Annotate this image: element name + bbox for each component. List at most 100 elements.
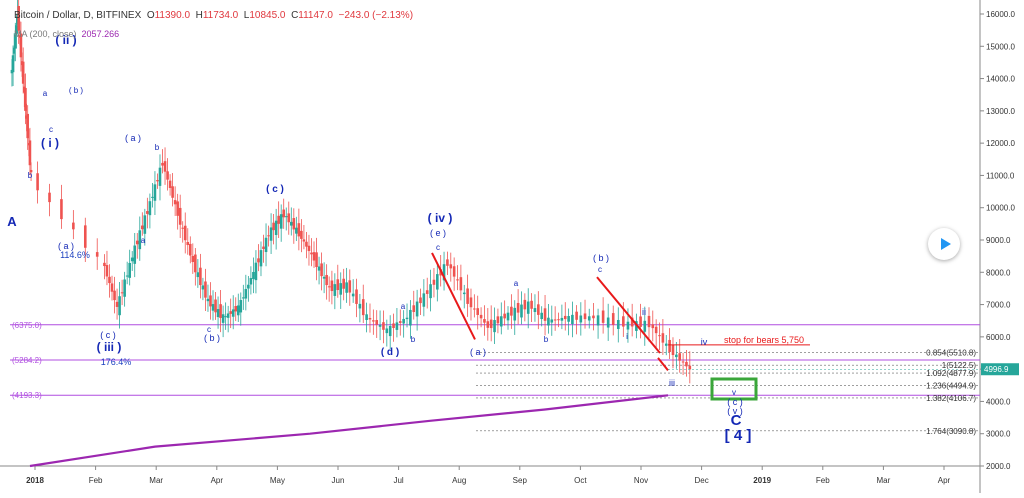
candle-body <box>110 283 114 292</box>
candle-body <box>510 306 513 316</box>
wave-label: v <box>732 388 736 397</box>
candle-body <box>264 237 268 253</box>
candle-body <box>196 272 200 278</box>
price-tick-label: 10000.0 <box>986 204 1015 213</box>
candle-body <box>284 216 288 218</box>
candle-body <box>312 252 316 261</box>
candle-body <box>247 284 250 289</box>
candle-body <box>382 322 385 330</box>
wave-label: c <box>436 243 440 252</box>
time-tick-label: Nov <box>634 476 648 485</box>
price-tick-label: 4000.0 <box>986 397 1011 406</box>
candle-body <box>358 303 362 309</box>
wave-label: ii <box>642 307 646 317</box>
wave-label: a <box>141 236 146 245</box>
trendline <box>596 276 661 354</box>
candle-body <box>277 215 280 224</box>
wave-label: ( b ) <box>69 86 84 95</box>
wave-label: iv <box>701 337 708 347</box>
candle-body <box>257 258 260 263</box>
candle-body <box>533 308 537 313</box>
candle-body <box>295 227 298 234</box>
candle-body <box>130 257 134 262</box>
candle-body <box>654 326 658 334</box>
candle-body <box>345 282 348 293</box>
candle-body <box>459 277 463 291</box>
candle-body <box>259 250 263 267</box>
candle-body <box>493 320 496 333</box>
wave-label: ( iii ) <box>97 340 122 354</box>
wave-label: b <box>544 335 549 344</box>
fib-level-label: 1.382(4106.7) <box>926 394 976 403</box>
candle-body <box>664 343 668 346</box>
candle-body <box>395 322 399 330</box>
wave-label: 114.6% <box>60 250 90 260</box>
candle-body <box>287 213 291 223</box>
candle-body <box>188 243 192 256</box>
play-button[interactable] <box>928 228 960 260</box>
candle-body <box>239 300 243 313</box>
wave-label: i <box>626 332 628 341</box>
candle-body <box>469 297 473 308</box>
candle-body <box>148 201 152 216</box>
candle-body <box>626 321 630 330</box>
candle-body <box>224 316 227 318</box>
candle-body <box>429 284 432 299</box>
wave-label: a <box>401 302 406 311</box>
wave-label: c <box>598 265 602 274</box>
candle-body <box>211 304 215 311</box>
trendline <box>657 357 669 372</box>
candle-body <box>120 292 124 294</box>
candle-body <box>361 299 365 316</box>
candle-body <box>543 308 547 321</box>
candle-body <box>14 34 17 49</box>
candle-body <box>221 314 225 323</box>
candle-body <box>297 223 301 237</box>
ma-legend[interactable]: MA (200, close) 2057.266 <box>14 29 119 39</box>
candle-body <box>17 6 20 31</box>
candle-body <box>375 320 379 325</box>
candle-body <box>405 317 409 320</box>
candle-body <box>201 285 205 290</box>
candle-body <box>372 320 375 322</box>
wave-label: 176.4% <box>101 357 132 367</box>
candle-body <box>191 255 195 263</box>
symbol-title[interactable]: Bitcoin / Dollar, D, BITFINEX <box>14 10 142 21</box>
candle-body <box>658 335 661 337</box>
wave-label: ( c ) <box>266 184 284 195</box>
candle-body <box>108 276 111 284</box>
candle-body <box>419 297 422 304</box>
candle-body <box>365 314 368 321</box>
close-label: C <box>291 10 299 21</box>
candle-body <box>596 315 600 326</box>
candle-body <box>442 264 446 281</box>
candle-body <box>668 339 671 352</box>
candle-body <box>153 184 157 201</box>
level-label: (5284.2) <box>12 356 42 365</box>
candle-body <box>681 361 685 363</box>
candle-body <box>204 281 207 298</box>
candle-body <box>412 305 416 313</box>
candle-body <box>622 316 625 327</box>
candle-body <box>206 298 210 302</box>
candle-body <box>229 311 232 314</box>
candle-body <box>466 288 469 304</box>
candle-body <box>272 222 275 231</box>
candle-body <box>675 354 678 358</box>
candle-body <box>499 316 503 327</box>
candle-body <box>557 319 560 321</box>
candle-body <box>315 252 318 268</box>
candle-body <box>402 318 405 324</box>
ma-line <box>29 394 669 468</box>
current-price-tag <box>981 363 1019 376</box>
time-tick-label: Jul <box>393 476 403 485</box>
candle-body <box>244 289 248 299</box>
price-tick-label: 16000.0 <box>986 10 1015 19</box>
candle-body <box>587 316 591 321</box>
candle-body <box>118 296 121 316</box>
candle-body <box>456 279 459 281</box>
candle-body <box>516 302 520 313</box>
candle-body <box>452 266 456 277</box>
